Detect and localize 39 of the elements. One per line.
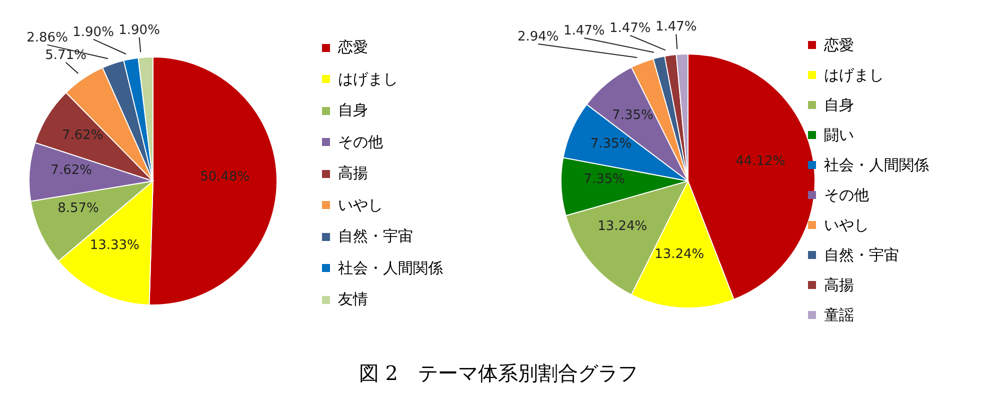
legend-label: 自身 — [338, 101, 368, 120]
legend-label: 童謡 — [824, 306, 854, 324]
legend-label: 高揚 — [824, 276, 854, 294]
legend-label: 友情 — [338, 290, 368, 310]
data-label: 1.47% — [609, 20, 651, 36]
data-label: 13.24% — [654, 247, 704, 262]
legend-label: 社会・人間関係 — [824, 156, 929, 174]
legend-label: はげまし — [824, 66, 884, 84]
legend-label: その他 — [338, 132, 383, 152]
data-label: 1.47% — [655, 20, 697, 35]
data-label: 1.90% — [118, 22, 160, 38]
data-label: 1.47% — [563, 24, 605, 39]
data-label: 7.35% — [590, 136, 632, 152]
legend-label: その他 — [824, 186, 869, 204]
data-label: 2.94% — [517, 30, 559, 45]
data-label: 8.57% — [58, 200, 99, 216]
legend-label: 高揚 — [338, 164, 368, 184]
legend-label: 社会・人間関係 — [338, 258, 443, 278]
legend-label: はげまし — [338, 70, 398, 89]
legend-label: 闘い — [824, 126, 854, 144]
legend-label: いやし — [824, 216, 869, 234]
legend-label: 自然・宇宙 — [338, 227, 413, 246]
data-label: 44.12% — [736, 154, 786, 170]
data-label: 50.48% — [200, 170, 250, 185]
data-label: 5.71% — [45, 48, 86, 63]
legend-label: 自身 — [824, 96, 854, 114]
data-label: 7.62% — [62, 128, 104, 144]
legend-label: 恋愛 — [338, 38, 368, 58]
legend-label: いやし — [338, 196, 383, 215]
data-label: 13.33% — [90, 238, 140, 253]
data-label: 13.24% — [598, 218, 648, 234]
caption: 図 2 テーマ体系別割合グラフ — [358, 361, 638, 385]
data-label: 7.35% — [584, 172, 625, 188]
legend-label: 恋愛 — [824, 36, 854, 54]
legend-label: 自然・宇宙 — [824, 246, 899, 264]
data-label: 7.35% — [612, 108, 654, 123]
data-label: 2.86% — [26, 30, 68, 46]
data-label: 7.62% — [50, 162, 92, 178]
data-label: 1.90% — [72, 24, 114, 40]
